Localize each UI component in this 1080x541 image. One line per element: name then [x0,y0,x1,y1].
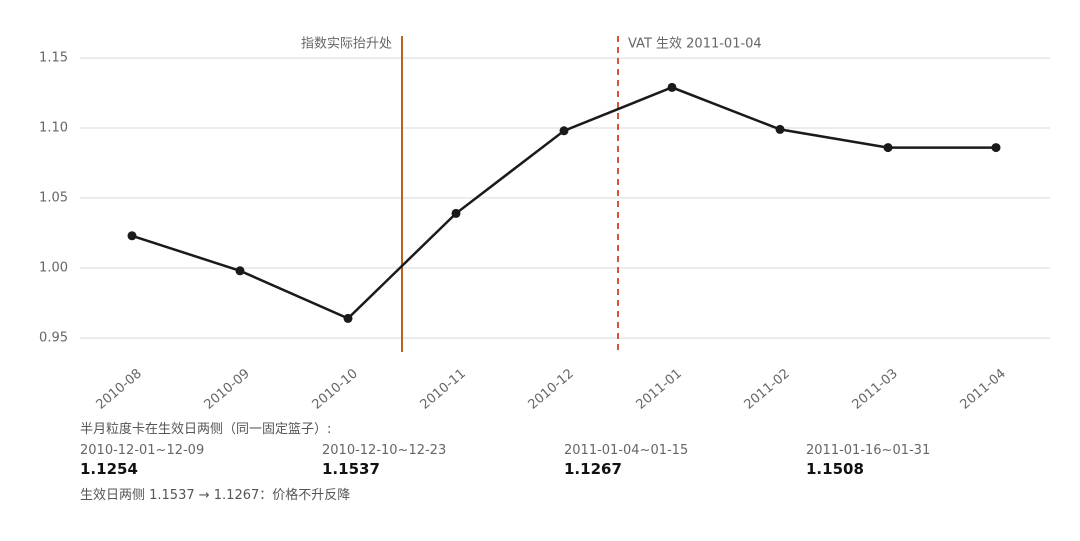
point [235,266,245,276]
notes-summary: 生效日两侧 1.1537 → 1.1267：价格不升反降 [80,488,351,503]
x-tick-label: 2010-11 [418,366,469,410]
periods: 2010-12-01~12-09 1.1254 2010-12-10~12-23 1.… [80,443,1060,478]
point [883,143,893,153]
x-tick-label: 2010-09 [202,366,253,410]
point [127,231,137,241]
y-tick-label: 1.15 [39,51,68,66]
period: 2011-01-16~01-31 1.1508 [806,443,1048,478]
point [775,124,785,134]
period-label: 2011-01-04~01-15 [564,443,689,458]
period-label: 2011-01-16~01-31 [806,443,931,458]
point [451,208,461,218]
notes-heading: 半月粒度卡在生效日两侧（同一固定篮子）: [80,422,332,437]
annotation-label: 指数实际抬升处 [301,37,392,52]
notes: 半月粒度卡在生效日两侧（同一固定篮子）: 2010-12-01~12-09 1.1… [80,418,1060,503]
period-label: 2010-12-01~12-09 [80,443,205,458]
x-tick-label: 2010-08 [94,366,145,410]
period-value: 1.1254 [80,460,138,478]
x-tick-label: 2011-02 [742,366,793,410]
period: 2011-01-04~01-15 1.1267 [564,443,806,478]
period-label: 2010-12-10~12-23 [322,443,447,458]
x-tick-label: 2011-04 [958,366,1009,410]
period-value: 1.1508 [806,460,864,478]
point [667,82,677,92]
x-tick-label: 2010-10 [310,366,361,410]
period: 2010-12-01~12-09 1.1254 [80,443,322,478]
period-value: 1.1537 [322,460,380,478]
point [559,126,569,136]
x-tick-label: 2011-03 [850,366,901,410]
y-tick-label: 1.05 [39,191,68,206]
period-value: 1.1267 [564,460,622,478]
x-tick-label: 2010-12 [526,366,577,410]
chart: 0.95 1.00 1.05 1.10 1.15 2010-08 2010-09 2010-1… [39,36,1050,410]
line [131,86,996,320]
point [991,143,1001,153]
x-tick-label: 2011-01 [634,366,685,410]
y-tick-label: 1.10 [39,121,68,136]
period: 2010-12-10~12-23 1.1537 [322,443,564,478]
annotation-label: VAT 生效 2011-01-04 [628,37,762,52]
y-tick-label: 0.95 [39,331,68,346]
point [343,313,353,323]
y-tick-label: 1.00 [39,261,68,276]
